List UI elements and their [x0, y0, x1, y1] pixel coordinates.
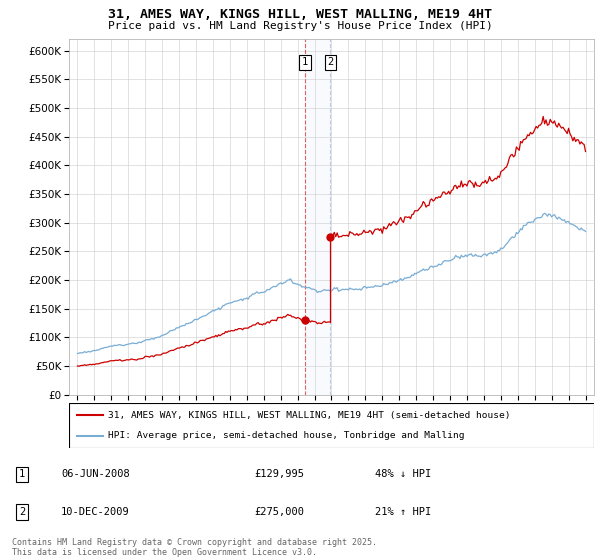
Text: Contains HM Land Registry data © Crown copyright and database right 2025.
This d: Contains HM Land Registry data © Crown c…: [12, 538, 377, 557]
Text: £129,995: £129,995: [254, 469, 304, 479]
Text: 21% ↑ HPI: 21% ↑ HPI: [375, 507, 431, 517]
Text: HPI: Average price, semi-detached house, Tonbridge and Malling: HPI: Average price, semi-detached house,…: [109, 431, 465, 440]
Text: 1: 1: [302, 57, 308, 67]
Text: 06-JUN-2008: 06-JUN-2008: [61, 469, 130, 479]
Text: 48% ↓ HPI: 48% ↓ HPI: [375, 469, 431, 479]
Text: 1: 1: [19, 469, 25, 479]
Text: Price paid vs. HM Land Registry's House Price Index (HPI): Price paid vs. HM Land Registry's House …: [107, 21, 493, 31]
Text: 2: 2: [328, 57, 334, 67]
Text: 31, AMES WAY, KINGS HILL, WEST MALLING, ME19 4HT: 31, AMES WAY, KINGS HILL, WEST MALLING, …: [108, 8, 492, 21]
Bar: [305, 39, 331, 395]
Text: 2: 2: [19, 507, 25, 517]
Text: 10-DEC-2009: 10-DEC-2009: [61, 507, 130, 517]
Text: 31, AMES WAY, KINGS HILL, WEST MALLING, ME19 4HT (semi-detached house): 31, AMES WAY, KINGS HILL, WEST MALLING, …: [109, 411, 511, 420]
Text: £275,000: £275,000: [254, 507, 304, 517]
